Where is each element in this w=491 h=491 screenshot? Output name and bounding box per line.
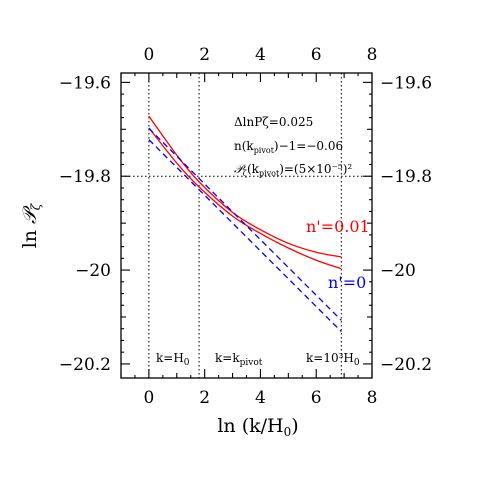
annotation-amplitude: 𝒫ζ(kpivot)=(5×10⁻⁵)² xyxy=(234,162,352,178)
y-tick-label-left: −19.6 xyxy=(59,73,111,93)
x-tick-label-bottom: 0 xyxy=(143,388,154,408)
series-line-2 xyxy=(148,127,342,321)
y-tick-label-right: −19.6 xyxy=(380,73,432,93)
label-k-pivot: k=kpivot xyxy=(215,351,263,368)
reference-lines xyxy=(121,73,372,378)
series-group xyxy=(148,115,342,333)
y-tick-label-left: −19.8 xyxy=(59,167,111,187)
x-tick-label-top: 0 xyxy=(143,45,154,65)
annotation-tilt: n(kpivot)−1=−0.06 xyxy=(234,139,343,155)
series-line-1 xyxy=(148,127,342,270)
curve-label-blue: n'=0 xyxy=(328,273,366,292)
y-axis-label: ln 𝒫ζ xyxy=(19,202,43,248)
x-tick-label-bottom: 2 xyxy=(199,388,210,408)
x-tick-label-top: 2 xyxy=(199,45,210,65)
y-tick-label-right: −20 xyxy=(380,261,416,281)
label-k-10-3-h0: k=10³H0 xyxy=(306,351,360,368)
y-tick-label-left: −20 xyxy=(75,261,111,281)
x-tick-label-bottom: 4 xyxy=(255,388,266,408)
series-line-3 xyxy=(148,139,342,333)
x-tick-label-bottom: 6 xyxy=(311,388,322,408)
curve-label-red: n'=0.01 xyxy=(306,217,370,236)
x-tick-label-bottom: 8 xyxy=(367,388,378,408)
x-tick-label-top: 4 xyxy=(255,45,266,65)
annotation-delta-ln-p: ΔlnPζ=0.025 xyxy=(234,115,313,129)
label-k-h0: k=H0 xyxy=(156,351,190,368)
y-tick-label-right: −20.2 xyxy=(380,355,432,375)
x-tick-label-top: 6 xyxy=(311,45,322,65)
y-tick-label-right: −19.8 xyxy=(380,167,432,187)
x-axis-label: ln (k/H0) xyxy=(217,415,298,439)
x-tick-label-top: 8 xyxy=(367,45,378,65)
axis-ticks xyxy=(120,73,373,378)
y-tick-label-left: −20.2 xyxy=(59,355,111,375)
